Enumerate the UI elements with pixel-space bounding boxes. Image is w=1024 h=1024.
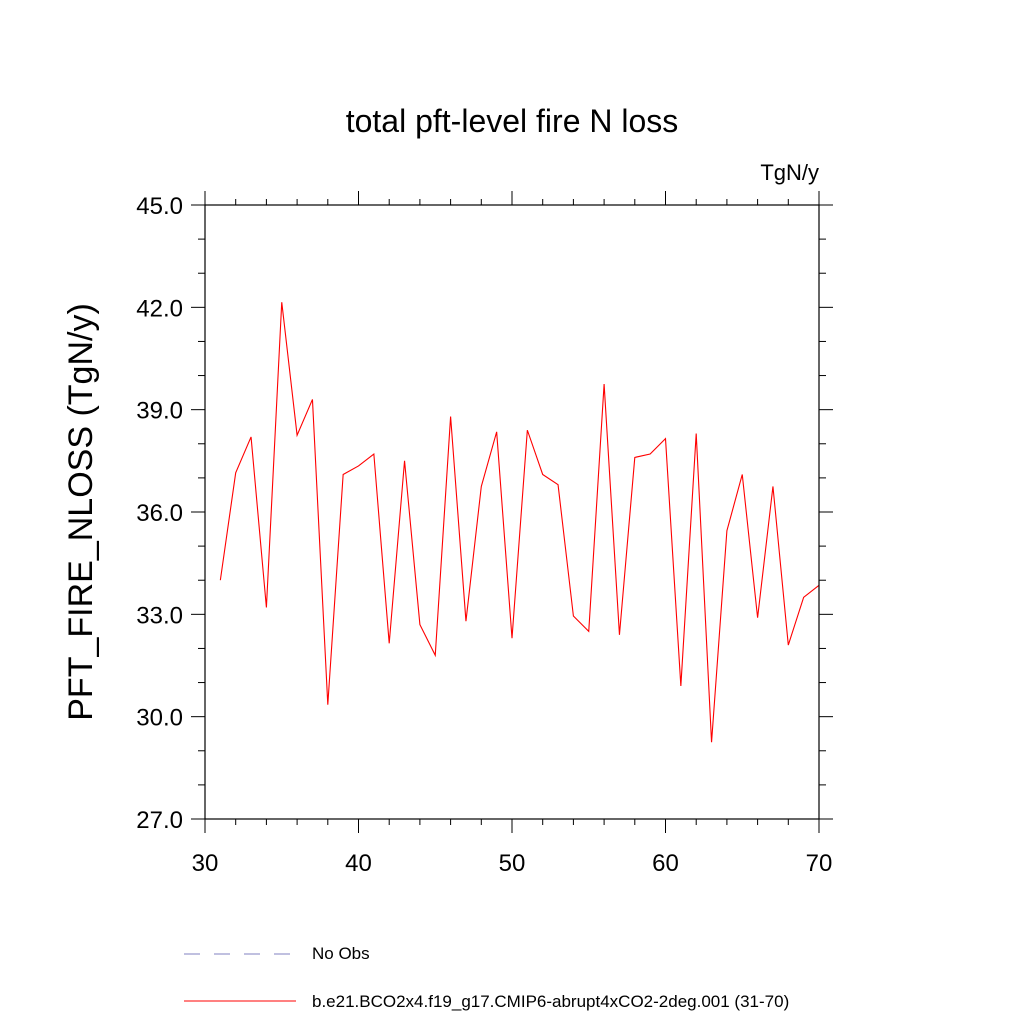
tick-labels: 30 40 50 60 70 27.0 30.0 33.0 36.0 39.0 42.0 45.0 <box>136 193 832 877</box>
plot-frame <box>204 204 820 820</box>
units-label: TgN/y <box>760 160 819 185</box>
axis-ticks <box>191 191 833 833</box>
y-tick-label: 36.0 <box>136 500 183 527</box>
y-axis-label: PFT_FIRE_NLOSS (TgN/y) <box>62 303 100 721</box>
x-tick-label: 50 <box>499 850 526 877</box>
series-line <box>219 302 820 743</box>
y-tick-label: 39.0 <box>136 398 183 425</box>
x-tick-label: 60 <box>652 850 679 877</box>
y-tick-label: 27.0 <box>136 807 183 834</box>
y-tick-label: 30.0 <box>136 705 183 732</box>
y-tick-label: 45.0 <box>136 193 183 220</box>
chart-title: total pft-level fire N loss <box>346 103 679 139</box>
x-tick-label: 70 <box>806 850 833 877</box>
legend-label-no-obs: No Obs <box>312 944 370 963</box>
series-layer <box>219 302 820 743</box>
x-tick-label: 40 <box>345 850 372 877</box>
y-tick-label: 33.0 <box>136 602 183 629</box>
legend: No Obs b.e21.BCO2x4.f19_g17.CMIP6-abrupt… <box>184 944 789 1011</box>
legend-label-model: b.e21.BCO2x4.f19_g17.CMIP6-abrupt4xCO2-2… <box>312 992 789 1011</box>
y-tick-label: 42.0 <box>136 295 183 322</box>
x-tick-label: 30 <box>192 850 219 877</box>
